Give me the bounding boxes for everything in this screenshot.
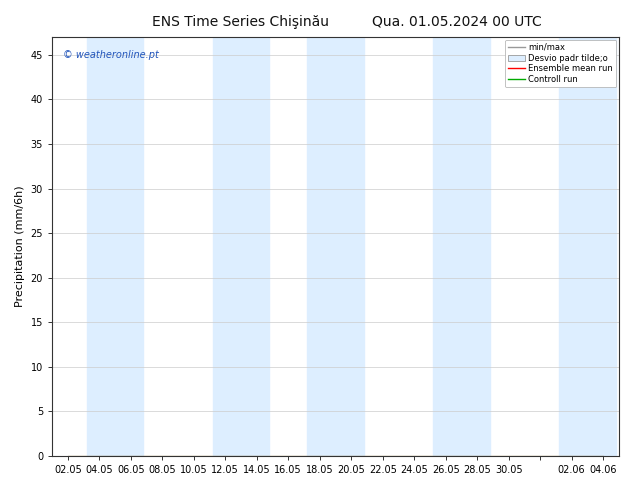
Legend: min/max, Desvio padr tilde;o, Ensemble mean run, Controll run: min/max, Desvio padr tilde;o, Ensemble m… bbox=[505, 40, 616, 87]
Text: Qua. 01.05.2024 00 UTC: Qua. 01.05.2024 00 UTC bbox=[372, 15, 541, 29]
Bar bbox=[433, 37, 490, 456]
Text: © weatheronline.pt: © weatheronline.pt bbox=[63, 49, 159, 60]
Bar bbox=[212, 37, 269, 456]
Y-axis label: Precipitation (mm/6h): Precipitation (mm/6h) bbox=[15, 186, 25, 307]
Text: ENS Time Series Chişinău: ENS Time Series Chişinău bbox=[152, 15, 330, 29]
Bar bbox=[87, 37, 143, 456]
Bar bbox=[559, 37, 616, 456]
Bar bbox=[307, 37, 364, 456]
